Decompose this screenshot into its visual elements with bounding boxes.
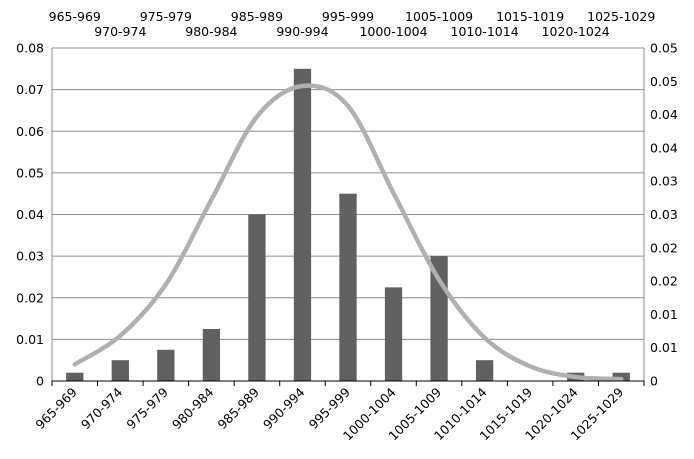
- right-tick-label: 0.02: [650, 240, 678, 255]
- line-series: [72, 83, 624, 382]
- right-tick-label: 0.03: [650, 174, 678, 189]
- bar: [339, 193, 357, 381]
- bottom-tick-label: 965-969: [32, 384, 80, 432]
- bottom-tick-label: 990-994: [260, 384, 308, 432]
- bar: [202, 328, 221, 381]
- right-tick-label: 0.01: [650, 307, 678, 322]
- right-tick-label: 0.01: [650, 340, 678, 355]
- left-tick-label: 0.04: [16, 207, 44, 222]
- bar: [66, 372, 84, 381]
- bar: [293, 68, 312, 381]
- right-axis-ticks: 0 0.01 0.01 0.02 0.02 0.03 0.03 0.04 0.04 0.05 0.0…: [650, 41, 678, 389]
- right-tick-label: 0.02: [650, 274, 678, 289]
- bar: [384, 287, 403, 381]
- bar: [475, 360, 494, 381]
- right-tick-label: 0.05: [650, 41, 678, 56]
- top-tick-label: 1015-1019: [496, 9, 564, 24]
- bottom-tick-label: 970-974: [78, 384, 126, 432]
- left-tick-label: 0.02: [16, 290, 44, 305]
- top-tick-label: 1010-1014: [451, 24, 519, 39]
- top-tick-label: 980-984: [185, 24, 237, 39]
- top-tick-label: 1020-1024: [542, 24, 610, 39]
- right-tick-label: 0.04: [650, 140, 678, 155]
- bar: [111, 360, 129, 381]
- left-tick-label: 0.05: [16, 165, 44, 180]
- axes: [51, 48, 645, 382]
- left-tick-label: 0.08: [16, 41, 44, 56]
- top-tick-label: 995-999: [322, 9, 374, 24]
- left-axis-ticks: 0 0.01 0.02 0.03 0.04 0.05 0.06 0.07 0.08: [16, 41, 44, 389]
- top-tick-label: 965-969: [49, 9, 101, 24]
- bottom-tick-label: 975-979: [123, 384, 171, 432]
- top-tick-label: 985-989: [231, 9, 283, 24]
- top-axis-ticks: 965-969970-974975-979980-984985-989990-9…: [49, 9, 656, 39]
- bar: [248, 214, 266, 381]
- left-tick-label: 0: [36, 374, 44, 389]
- left-tick-label: 0.06: [16, 124, 44, 139]
- left-tick-label: 0.07: [16, 82, 44, 97]
- bottom-tick-label: 980-984: [169, 384, 217, 432]
- bottom-tick-label: 985-989: [215, 384, 263, 432]
- top-tick-label: 970-974: [94, 24, 146, 39]
- right-tick-label: 0.05: [650, 74, 678, 89]
- left-tick-label: 0.03: [16, 249, 44, 264]
- top-tick-label: 990-994: [276, 24, 328, 39]
- bar-series: [66, 68, 630, 381]
- right-tick-label: 0.04: [650, 107, 678, 122]
- bar: [430, 256, 448, 381]
- right-tick-label: 0.03: [650, 207, 678, 222]
- top-tick-label: 1005-1009: [405, 9, 473, 24]
- top-tick-label: 975-979: [140, 9, 192, 24]
- series-line: [72, 83, 624, 382]
- left-tick-label: 0.01: [16, 332, 44, 347]
- bar: [157, 349, 175, 381]
- right-tick-label: 0: [650, 374, 658, 389]
- top-tick-label: 1025-1029: [587, 9, 655, 24]
- bottom-axis-ticks: 965-969970-974975-979980-984985-989990-9…: [32, 384, 626, 443]
- top-tick-label: 1000-1004: [359, 24, 427, 39]
- bottom-tick-label: 995-999: [306, 384, 354, 432]
